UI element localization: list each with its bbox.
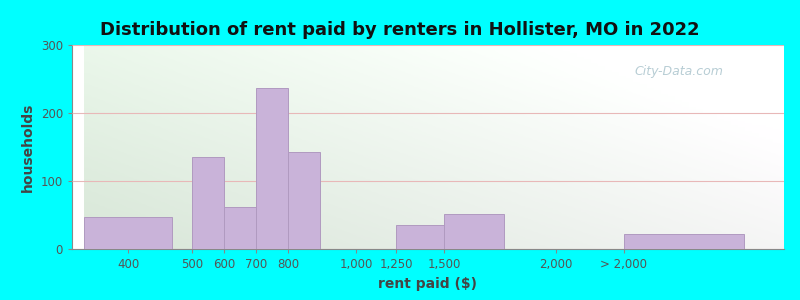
Y-axis label: households: households (21, 102, 35, 192)
Bar (444, 214, 504, 249)
Bar (624, 234, 744, 249)
Text: Distribution of rent paid by renters in Hollister, MO in 2022: Distribution of rent paid by renters in … (100, 21, 700, 39)
Bar (288, 152, 320, 249)
Bar (192, 157, 224, 249)
Bar (224, 207, 256, 249)
Bar (396, 225, 444, 249)
Text: City-Data.com: City-Data.com (634, 65, 723, 78)
X-axis label: rent paid ($): rent paid ($) (378, 277, 478, 291)
Bar (84, 217, 172, 249)
Bar (256, 88, 288, 249)
